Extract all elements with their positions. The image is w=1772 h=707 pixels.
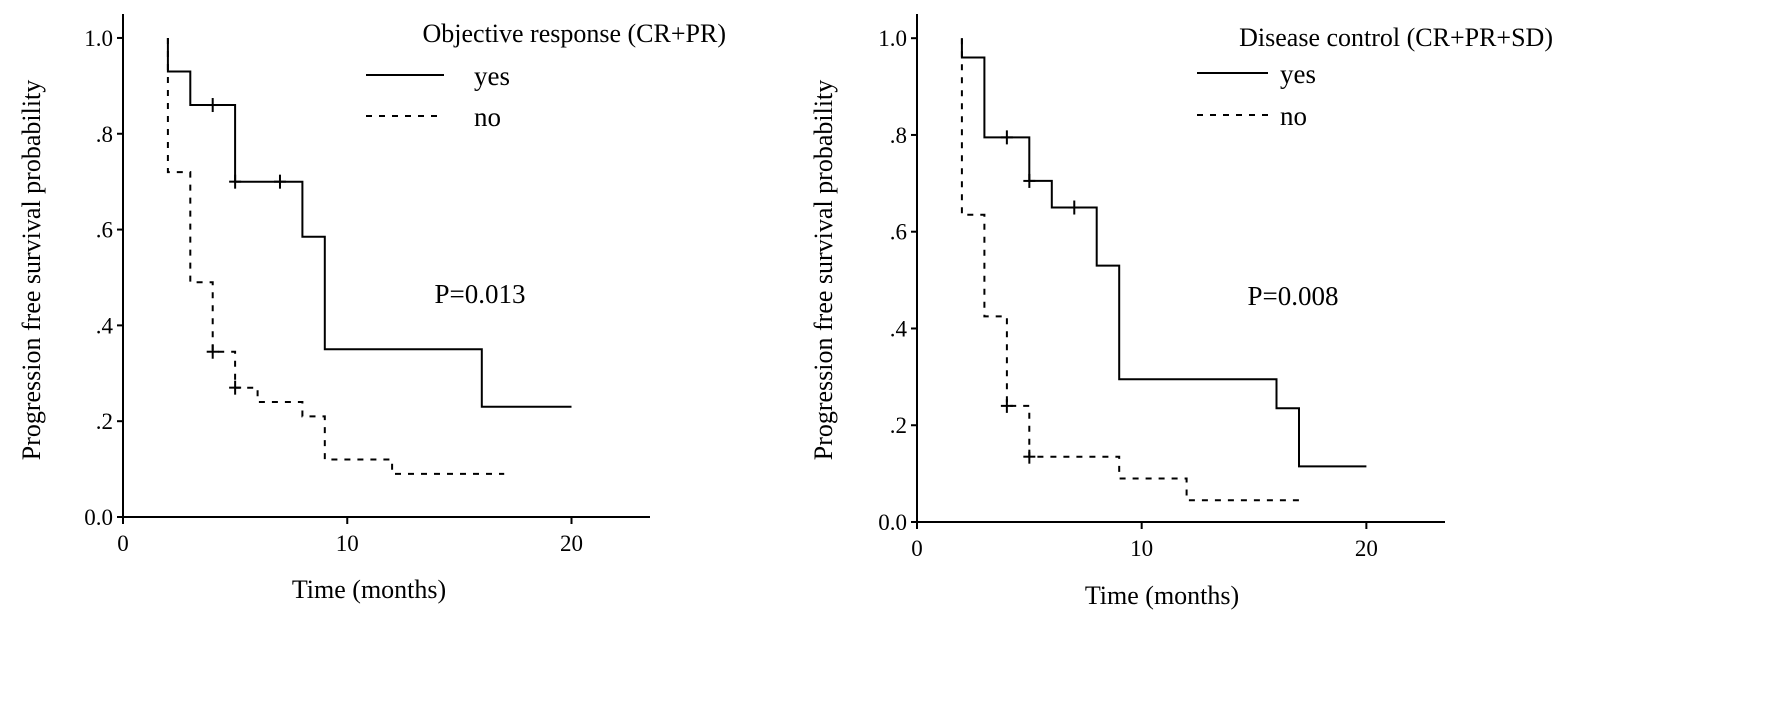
y-tick-label: .4: [890, 316, 908, 341]
censor-mark: [1000, 398, 1013, 413]
x-axis-label: Time (months): [292, 575, 446, 604]
chart-title: Objective response (CR+PR): [422, 19, 726, 48]
legend-label-no: no: [474, 102, 501, 132]
x-tick-label: 10: [1130, 536, 1153, 561]
p-value-annotation: P=0.013: [435, 279, 526, 309]
x-tick-label: 0: [117, 531, 129, 556]
chart-panel-1: 0.0 .2 .4 .6 .8 1.0 0 10 20 Time (months) Progress…: [17, 14, 726, 604]
x-tick-label: 0: [911, 536, 923, 561]
y-tick-label: .8: [890, 123, 907, 148]
legend-label-yes: yes: [474, 61, 510, 91]
x-tick-label: 20: [1355, 536, 1378, 561]
y-tick-label: .2: [890, 413, 907, 438]
series-line-yes: [166, 38, 572, 408]
series-line-no: [960, 38, 1299, 502]
p-value-annotation: P=0.008: [1248, 281, 1339, 311]
censor-mark: [1023, 173, 1036, 188]
censor-mark: [1068, 200, 1081, 215]
chart-panel-2: 0.0 .2 .4 .6 .8 1.0 0 10 20 Time (months) Progress…: [809, 14, 1553, 610]
legend-label-no: no: [1280, 101, 1307, 131]
y-tick-label: 0.0: [878, 510, 907, 535]
censor-mark: [206, 344, 219, 359]
chart-title: Disease control (CR+PR+SD): [1239, 23, 1553, 52]
legend-label-yes: yes: [1280, 59, 1316, 89]
y-tick-label: 0.0: [84, 505, 113, 530]
y-axis-label: Progression free survival probability: [809, 80, 838, 461]
censor-mark: [1000, 130, 1013, 145]
y-tick-label: 1.0: [878, 26, 907, 51]
series-line-yes: [960, 38, 1367, 468]
y-axis-label: Progression free survival probability: [17, 80, 46, 461]
y-tick-label: .6: [96, 218, 113, 243]
y-tick-label: 1.0: [84, 26, 113, 51]
x-axis-label: Time (months): [1085, 581, 1239, 610]
y-tick-label: .6: [890, 220, 907, 245]
censor-mark: [229, 380, 242, 395]
x-tick-label: 20: [560, 531, 583, 556]
censor-mark: [229, 174, 242, 189]
censor-mark: [273, 174, 286, 189]
censor-mark: [206, 98, 219, 113]
y-tick-label: .4: [96, 313, 114, 338]
censor-mark: [1023, 449, 1036, 464]
x-tick-label: 10: [336, 531, 359, 556]
y-tick-label: .2: [96, 409, 113, 434]
y-tick-label: .8: [96, 122, 113, 147]
series-line-no: [166, 38, 505, 475]
